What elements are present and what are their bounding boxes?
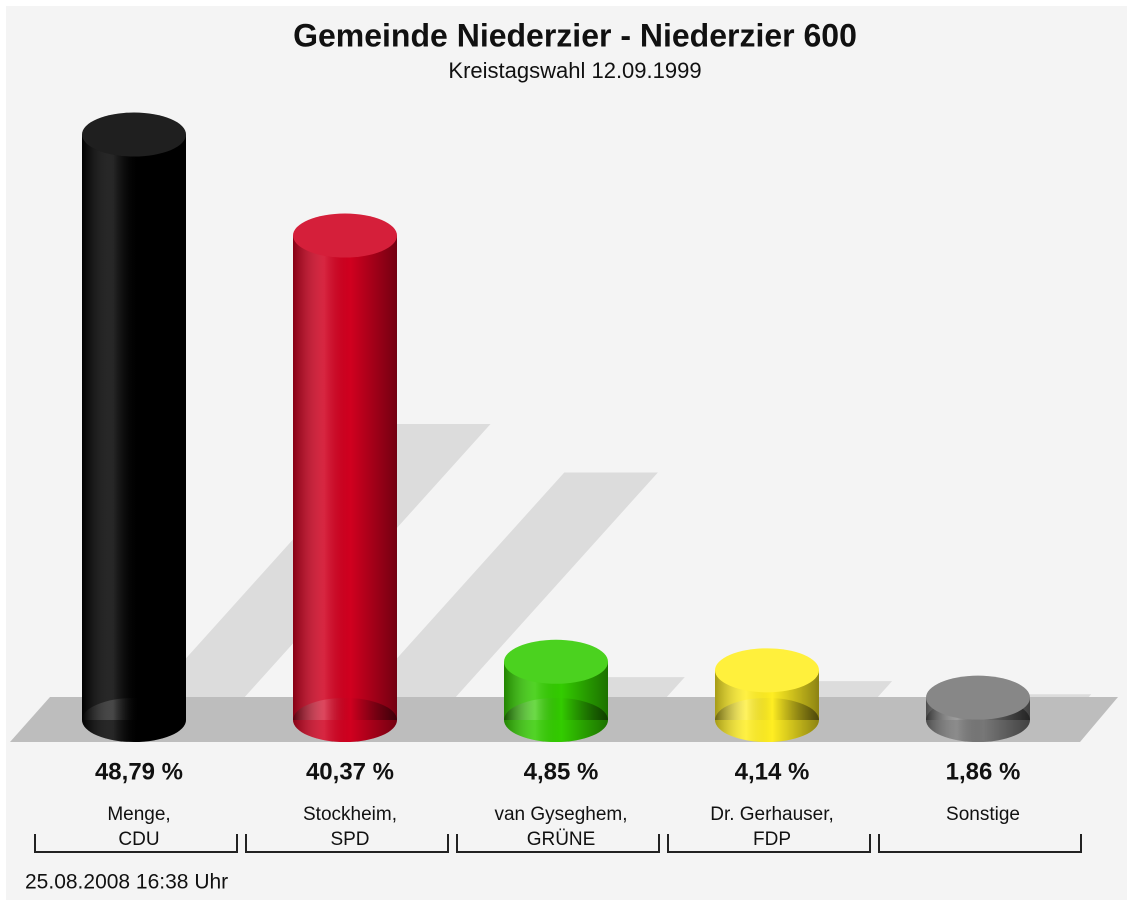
footer: 25.08.2008 16:38 Uhr bbox=[25, 871, 228, 894]
category-bracket bbox=[245, 834, 449, 853]
bar-top-highlight bbox=[715, 648, 819, 693]
value-label: 1,86 % bbox=[946, 758, 1021, 785]
value-label: 48,79 % bbox=[95, 758, 183, 785]
bar-top bbox=[926, 675, 1030, 720]
chart-title: Gemeinde Niederzier - Niederzier 600 bbox=[293, 17, 857, 53]
bar-shade bbox=[293, 235, 397, 720]
chart-subtitle: Kreistagswahl 12.09.1999 bbox=[448, 58, 701, 83]
category-bracket bbox=[456, 834, 660, 853]
x-tick-label: van Gyseghem, bbox=[494, 804, 627, 825]
x-tick-label: Menge, bbox=[107, 804, 170, 825]
x-tick-label: CDU bbox=[118, 829, 159, 850]
category-bracket bbox=[667, 834, 871, 853]
bar-top bbox=[715, 648, 819, 693]
bar-top bbox=[82, 112, 186, 157]
x-tick-label: Dr. Gerhauser, bbox=[710, 804, 834, 825]
value-label: 4,85 % bbox=[524, 758, 599, 785]
bar-shadow bbox=[355, 472, 658, 705]
x-tick-label: GRÜNE bbox=[527, 829, 596, 850]
x-tick-label: Stockheim, bbox=[303, 804, 397, 825]
x-tick-label: FDP bbox=[753, 829, 791, 850]
x-tick-label: SPD bbox=[330, 829, 369, 850]
bar-top bbox=[293, 213, 397, 258]
value-label: 4,14 % bbox=[735, 758, 810, 785]
bar-top-highlight bbox=[926, 675, 1030, 720]
category-bracket bbox=[34, 834, 238, 853]
bar-top-highlight bbox=[504, 639, 608, 684]
background bbox=[6, 6, 1127, 900]
bar-top-highlight bbox=[82, 112, 186, 157]
bar-shade bbox=[82, 134, 186, 720]
bar-top bbox=[504, 639, 608, 684]
x-tick-label: Sonstige bbox=[946, 804, 1020, 825]
value-label: 40,37 % bbox=[306, 758, 394, 785]
bar-top-highlight bbox=[293, 213, 397, 258]
category-bracket bbox=[878, 834, 1082, 853]
